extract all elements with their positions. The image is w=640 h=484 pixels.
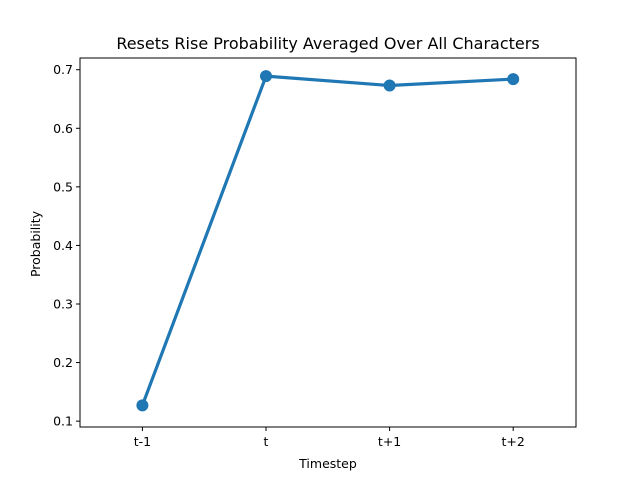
data-point [260, 70, 272, 83]
x-axis-label: Timestep [298, 456, 357, 471]
data-point [383, 79, 396, 92]
y-tick-label: 0.5 [53, 179, 73, 194]
y-tick-label: 0.2 [53, 355, 73, 370]
axes-frame [79, 57, 577, 428]
plot-area: 0.1 0.2 0.3 0.4 0.5 0.6 0.7 t-1 t t+1 t+2 [53, 57, 577, 449]
y-tick-label: 0.4 [53, 238, 73, 253]
data-point [507, 73, 520, 86]
series-line [140, 74, 515, 407]
x-tick-label: t+1 [378, 434, 401, 449]
data-point [136, 399, 149, 412]
y-axis-label: Probability [28, 210, 43, 277]
chart-title: Resets Rise Probability Averaged Over Al… [116, 34, 539, 53]
x-tick-label: t+2 [502, 434, 525, 449]
y-tick-label: 0.3 [53, 297, 73, 312]
x-tick-label: t [264, 434, 269, 449]
y-tick-label: 0.6 [53, 121, 73, 136]
y-tick-label: 0.1 [53, 414, 73, 429]
x-tick-label: t-1 [134, 434, 151, 449]
y-tick-label: 0.7 [53, 62, 73, 77]
